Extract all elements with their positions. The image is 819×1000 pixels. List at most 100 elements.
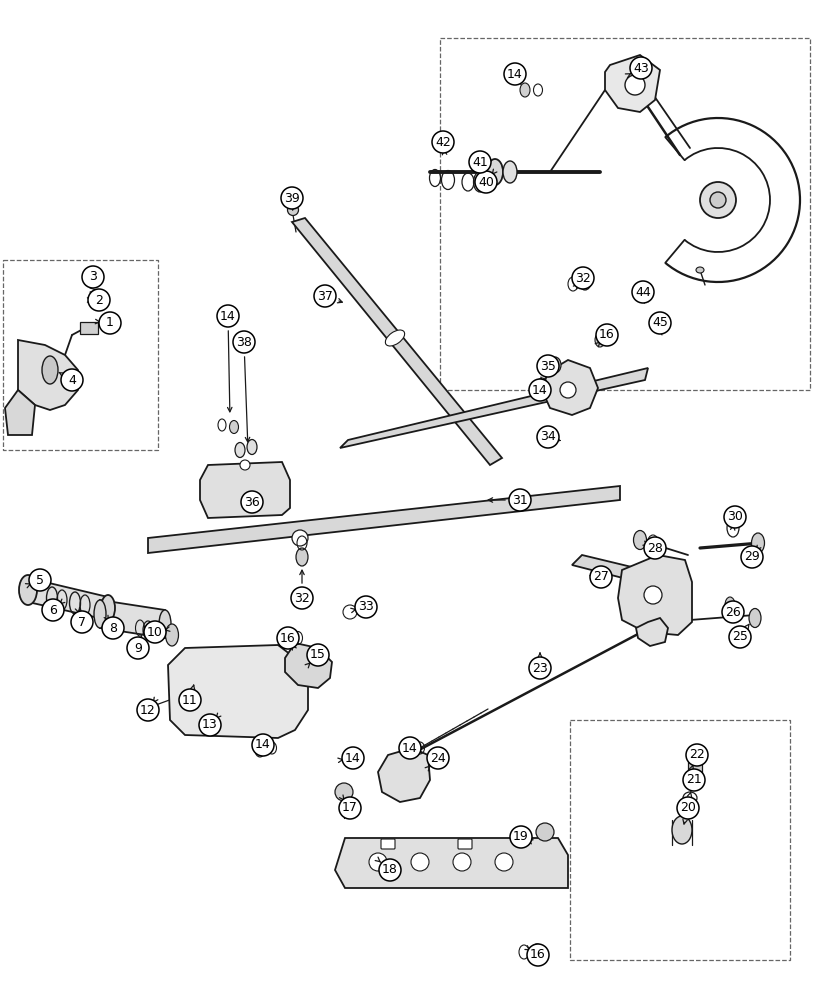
Circle shape	[179, 689, 201, 711]
Ellipse shape	[502, 161, 516, 183]
Circle shape	[721, 601, 743, 623]
Text: 31: 31	[512, 493, 527, 506]
Circle shape	[629, 57, 651, 79]
Circle shape	[474, 171, 496, 193]
Circle shape	[432, 131, 454, 153]
Ellipse shape	[672, 816, 691, 844]
Circle shape	[624, 75, 645, 95]
Text: 38: 38	[236, 336, 251, 349]
Circle shape	[682, 769, 704, 791]
Ellipse shape	[655, 319, 663, 331]
Circle shape	[217, 305, 238, 327]
Text: 28: 28	[646, 542, 662, 554]
Ellipse shape	[578, 274, 590, 290]
Ellipse shape	[402, 741, 413, 755]
Text: 15: 15	[310, 648, 325, 662]
Circle shape	[378, 859, 400, 881]
Circle shape	[199, 714, 221, 736]
Circle shape	[527, 944, 549, 966]
Ellipse shape	[639, 288, 649, 302]
Text: 4: 4	[68, 373, 76, 386]
Circle shape	[452, 853, 470, 871]
Polygon shape	[28, 578, 108, 620]
Circle shape	[631, 281, 654, 303]
Ellipse shape	[42, 356, 58, 384]
Circle shape	[233, 331, 255, 353]
Text: 32: 32	[294, 591, 310, 604]
Ellipse shape	[549, 357, 560, 373]
Text: 18: 18	[382, 863, 397, 876]
Ellipse shape	[519, 83, 529, 97]
Circle shape	[355, 596, 377, 618]
Text: 14: 14	[219, 310, 236, 322]
Circle shape	[468, 151, 491, 173]
Circle shape	[240, 460, 250, 470]
Circle shape	[528, 379, 550, 401]
Text: 22: 22	[688, 748, 704, 762]
FancyBboxPatch shape	[381, 839, 395, 849]
Text: 30: 30	[726, 510, 742, 524]
Text: 14: 14	[532, 383, 547, 396]
Text: 7: 7	[78, 615, 86, 629]
FancyBboxPatch shape	[80, 322, 98, 334]
Circle shape	[536, 426, 559, 448]
Text: 44: 44	[635, 286, 650, 298]
Circle shape	[740, 546, 762, 568]
Ellipse shape	[536, 378, 546, 392]
Text: 19: 19	[513, 830, 528, 843]
Polygon shape	[285, 643, 332, 688]
Polygon shape	[572, 555, 664, 588]
Text: 29: 29	[743, 550, 759, 564]
Ellipse shape	[385, 330, 404, 346]
Text: 41: 41	[472, 156, 487, 169]
Text: 8: 8	[109, 621, 117, 635]
Text: 12: 12	[140, 704, 156, 716]
Text: 14: 14	[506, 68, 523, 81]
Circle shape	[306, 644, 328, 666]
Ellipse shape	[473, 172, 486, 192]
Polygon shape	[340, 368, 647, 448]
Circle shape	[504, 63, 525, 85]
Text: 16: 16	[599, 328, 614, 342]
Circle shape	[536, 355, 559, 377]
Circle shape	[71, 611, 93, 633]
Text: 5: 5	[36, 574, 44, 586]
Polygon shape	[168, 645, 308, 738]
Circle shape	[314, 285, 336, 307]
Text: 40: 40	[477, 176, 493, 189]
Polygon shape	[292, 218, 501, 465]
Circle shape	[595, 324, 618, 346]
Text: 24: 24	[430, 752, 446, 764]
Circle shape	[643, 537, 665, 559]
Circle shape	[338, 797, 360, 819]
Circle shape	[369, 853, 387, 871]
Polygon shape	[147, 486, 619, 553]
Ellipse shape	[19, 575, 37, 605]
Text: 10: 10	[147, 626, 163, 639]
Circle shape	[536, 823, 554, 841]
Text: 6: 6	[49, 603, 57, 616]
Circle shape	[29, 569, 51, 591]
Circle shape	[88, 289, 110, 311]
Text: 33: 33	[358, 600, 373, 613]
Polygon shape	[18, 340, 78, 410]
Ellipse shape	[750, 533, 763, 553]
Ellipse shape	[633, 530, 645, 550]
Polygon shape	[100, 600, 165, 638]
Text: 2: 2	[95, 294, 103, 306]
Text: 25: 25	[731, 631, 747, 644]
Text: 14: 14	[345, 752, 360, 764]
Circle shape	[410, 853, 428, 871]
Ellipse shape	[165, 624, 179, 646]
Circle shape	[61, 369, 83, 391]
Circle shape	[102, 617, 124, 639]
Circle shape	[82, 266, 104, 288]
Text: 42: 42	[435, 136, 450, 149]
Ellipse shape	[247, 440, 256, 454]
Polygon shape	[200, 462, 290, 518]
Text: 11: 11	[182, 694, 197, 706]
Ellipse shape	[235, 442, 245, 458]
Text: 45: 45	[651, 316, 667, 330]
Polygon shape	[378, 748, 429, 802]
Text: 26: 26	[724, 605, 740, 618]
